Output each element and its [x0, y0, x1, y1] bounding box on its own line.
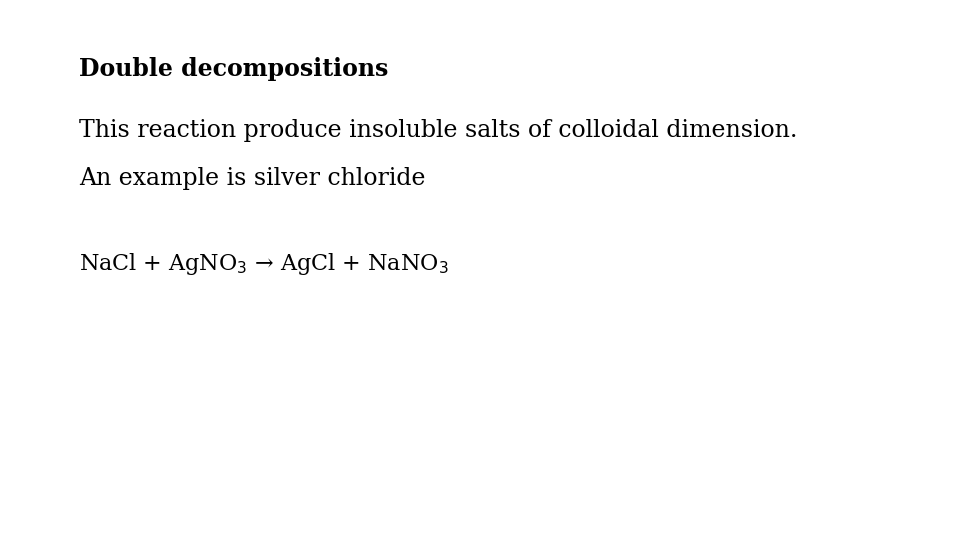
Text: An example is silver chloride: An example is silver chloride	[79, 167, 425, 191]
Text: This reaction produce insoluble salts of colloidal dimension.: This reaction produce insoluble salts of…	[79, 119, 797, 142]
Text: Double decompositions: Double decompositions	[79, 57, 388, 80]
Text: NaCl + AgNO$_3$ → AgCl + NaNO$_3$: NaCl + AgNO$_3$ → AgCl + NaNO$_3$	[79, 251, 448, 277]
